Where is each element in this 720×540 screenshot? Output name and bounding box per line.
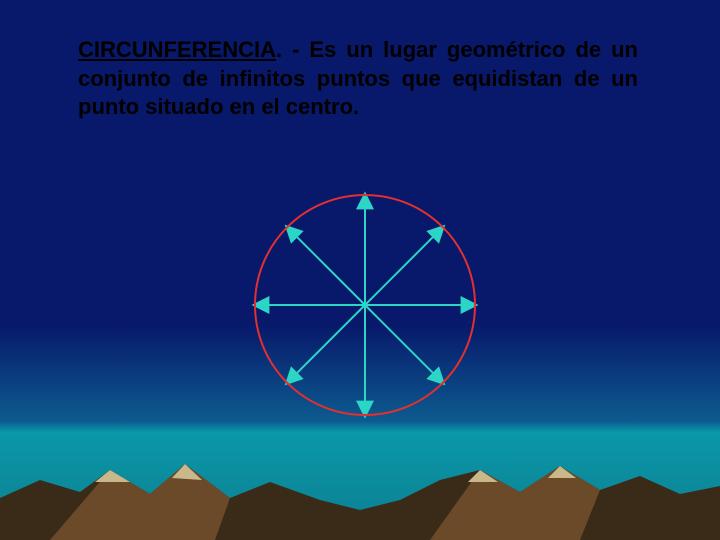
- definition-text: CIRCUNFERENCIA. - Es un lugar geométrico…: [78, 36, 638, 122]
- mountain-landscape: [0, 420, 720, 540]
- radius-spoke: [287, 227, 365, 305]
- term-word: CIRCUNFERENCIA: [78, 37, 276, 62]
- center-point: [362, 302, 368, 308]
- circle-diagram: [245, 185, 485, 425]
- radius-spoke: [287, 305, 365, 383]
- radius-spoke: [365, 305, 443, 383]
- radius-spoke: [365, 227, 443, 305]
- mountain-shape: [95, 470, 130, 482]
